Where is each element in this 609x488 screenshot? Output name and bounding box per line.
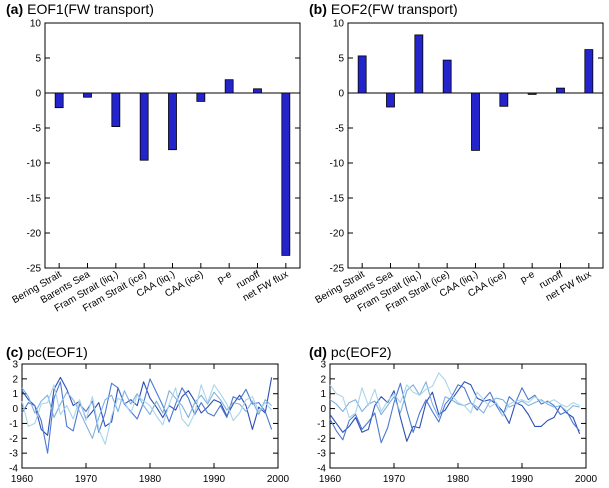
series-line-4 (21, 384, 273, 445)
y-tick-label: 2 (12, 374, 18, 385)
panel-c-letter: (c) (6, 344, 23, 360)
x-tick-label: 1970 (383, 474, 406, 485)
panel-a-title: (a) EOF1(FW transport) (6, 1, 154, 17)
bar-fram-strait-ice (442, 59, 452, 94)
y-tick-label: 0 (12, 404, 18, 415)
y-tick-label: -10 (330, 159, 345, 170)
panel-b-letter: (b) (309, 1, 327, 17)
panel-c-title: (c) pc(EOF1) (6, 344, 88, 360)
y-tick-label: 3 (320, 360, 326, 371)
series-line-3 (21, 387, 272, 439)
plot-frame (329, 363, 587, 469)
y-tick-label: -1 (9, 419, 18, 430)
panel-a-title-text: EOF1(FW transport) (27, 1, 154, 17)
y-tick-label: -25 (27, 264, 42, 275)
bar-barents-sea (386, 92, 395, 108)
bar-fram-strait-liq (111, 92, 121, 127)
y-tick-label: -1 (317, 419, 326, 430)
y-tick-label: 1 (320, 389, 326, 400)
bar-p-e (224, 79, 234, 94)
panel-d-title: (d) pc(EOF2) (309, 344, 392, 360)
panel-b-title-text: EOF2(FW transport) (331, 1, 458, 17)
y-tick-label: -15 (27, 194, 42, 205)
y-tick-label: 2 (320, 374, 326, 385)
panel-c-title-text: pc(EOF1) (27, 344, 88, 360)
x-tick-label: 1990 (511, 474, 534, 485)
y-tick-label: 0 (35, 89, 41, 100)
panel-a-letter: (a) (6, 1, 23, 17)
bar-barents-sea (83, 92, 92, 98)
y-tick-label: -25 (330, 264, 345, 275)
panel-b-eof2-bar-chart: (b) EOF2(FW transport) -25 -20 -15 -10 -5 0 5 10… (309, 1, 604, 314)
panel-c-pc1-line-chart: (c) pc(EOF1) -4 -3 -2 -1 0 1 2 3 1960 1970 1980 1990… (6, 344, 290, 485)
series-line-3 (329, 381, 580, 419)
y-tick-label: 1 (12, 389, 18, 400)
bar-net-fw-flux (584, 49, 594, 94)
bar-bering-strait (54, 92, 64, 109)
bar-fram-strait-liq (414, 34, 424, 94)
bar-net-fw-flux (281, 92, 291, 256)
bar-caa-ice (499, 92, 509, 107)
bar-bering-strait (357, 55, 367, 94)
y-tick-label: 10 (333, 19, 345, 30)
y-tick-label: 10 (30, 19, 42, 30)
series-line-4 (329, 372, 580, 419)
panel-a-eof1-bar-chart: (a) EOF1(FW transport) -25 -20 -15 -10 -5 0 5 10… (6, 1, 301, 314)
bar-caa-ice (196, 92, 206, 102)
y-tick-label: -3 (317, 449, 326, 460)
y-tick-label: -5 (335, 124, 344, 135)
y-tick-label: -2 (9, 434, 18, 445)
y-tick-label: -10 (27, 159, 42, 170)
category-label: p-e (216, 269, 234, 286)
bar-caa-liq (471, 92, 480, 151)
series-line-2 (21, 378, 273, 454)
y-tick-label: 3 (12, 360, 18, 371)
y-tick-label: -4 (9, 464, 18, 475)
bar-p-e (527, 92, 537, 95)
y-tick-label: -2 (317, 434, 326, 445)
category-label: p-e (519, 269, 537, 286)
y-tick-label: 0 (338, 89, 344, 100)
y-tick-label: -5 (32, 124, 41, 135)
series-line-2 (329, 382, 581, 444)
y-tick-label: -4 (317, 464, 326, 475)
x-tick-label: 1990 (203, 474, 226, 485)
bar-caa-liq (168, 92, 177, 151)
bar-fram-strait-ice (139, 92, 149, 161)
bar-runoff (253, 88, 262, 94)
x-tick-label: 2000 (575, 474, 598, 485)
panel-b-title: (b) EOF2(FW transport) (309, 1, 458, 17)
panel-d-letter: (d) (309, 344, 327, 360)
y-tick-label: -3 (9, 449, 18, 460)
y-tick-label: -20 (27, 229, 42, 240)
bar-runoff (556, 87, 565, 94)
y-tick-label: 0 (320, 404, 326, 415)
x-tick-label: 2000 (267, 474, 290, 485)
x-tick-label: 1980 (447, 474, 470, 485)
y-tick-label: 5 (338, 54, 344, 65)
y-tick-label: -15 (330, 194, 345, 205)
x-tick-label: 1960 (11, 474, 34, 485)
panel-d-title-text: pc(EOF2) (331, 344, 392, 360)
panel-d-pc2-line-chart: (d) pc(EOF2) -4 -3 -2 -1 0 1 2 3 1960 1970 1980 1990… (309, 344, 598, 485)
x-tick-label: 1970 (75, 474, 98, 485)
y-tick-label: -20 (330, 229, 345, 240)
x-tick-label: 1980 (139, 474, 162, 485)
y-tick-label: 5 (35, 54, 41, 65)
x-tick-label: 1960 (319, 474, 342, 485)
